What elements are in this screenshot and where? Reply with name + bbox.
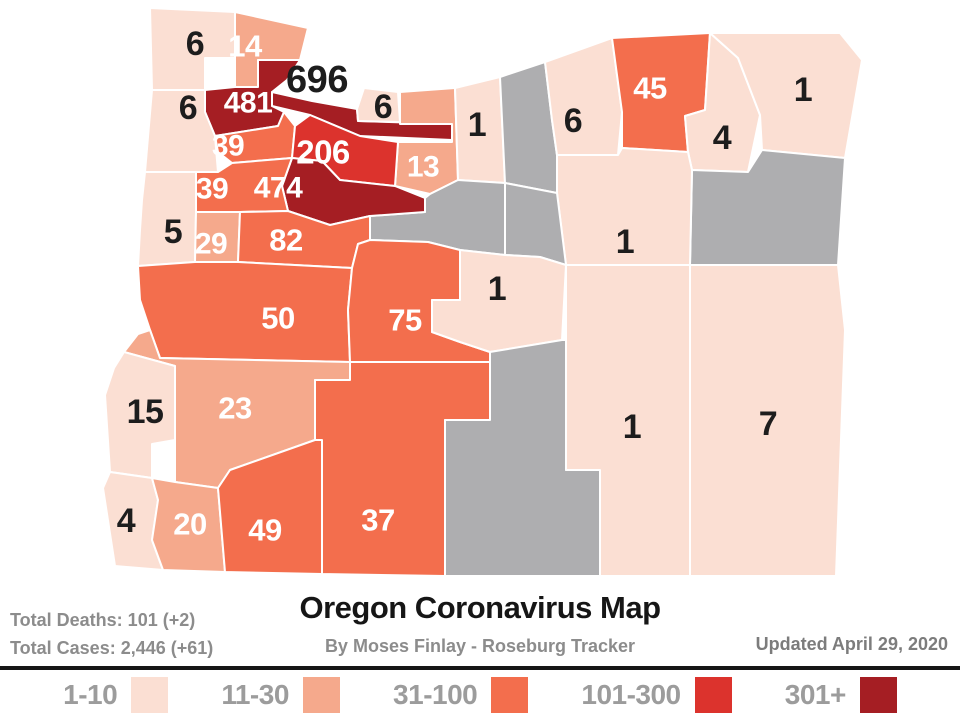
county-cases-label-polk: 39: [196, 173, 228, 206]
county-cases-label-josephine: 20: [173, 507, 206, 542]
county-shape-josephine: [151, 477, 226, 573]
county-morrow: [544, 37, 623, 156]
county-cases-label-grant: 1: [616, 223, 634, 261]
legend-item-101-300: 101-300: [581, 677, 732, 713]
legend-swatch-c3: [491, 677, 529, 713]
legend-item-301+: 301+: [785, 677, 897, 713]
county-wheeler: [504, 182, 567, 266]
county-malheur: [689, 264, 846, 577]
legend-item-1-10: 1-10: [63, 677, 169, 713]
map-area: 6 14 481 696 6 6 13 1 6 45 4 1 1 39 206 474 39 5 29 82 50 75 1…: [102, 7, 863, 577]
total-cases: Total Cases: 2,446 (+61): [10, 638, 214, 658]
county-cases-label-wallowa: 1: [794, 71, 812, 109]
county-cases-label-coos: 15: [127, 393, 164, 431]
county-cases-label-wasco: 13: [407, 151, 439, 184]
county-cases-label-jackson: 49: [248, 513, 282, 548]
updated-date: Updated April 29, 2020: [755, 634, 948, 654]
page-title: Oregon Coronavirus Map: [299, 590, 661, 625]
county-shape-linn: [237, 210, 371, 269]
county-cases-label-lincoln: 5: [164, 213, 182, 251]
legend: 1-10 11-30 31-100 101-300 301+: [0, 674, 960, 716]
totals-block: Total Deaths: 101 (+2) Total Cases: 2,44…: [10, 606, 310, 662]
legend-swatch-c4: [694, 677, 732, 713]
county-cases-label-morrow: 6: [564, 102, 582, 140]
county-shape-morrow: [544, 37, 623, 156]
county-cases-label-clackamas: 206: [296, 134, 350, 171]
county-cases-label-deschutes: 75: [388, 303, 422, 338]
county-cases-label-curry: 4: [117, 502, 136, 540]
county-shape-malheur: [689, 264, 846, 577]
county-cases-label-linn: 82: [269, 223, 302, 258]
county-cases-label-douglas: 23: [218, 391, 252, 426]
county-cases-label-sherman: 1: [468, 106, 486, 144]
county-lane: [137, 261, 353, 363]
footer-divider: [0, 666, 960, 670]
county-cases-label-tillamook: 6: [179, 89, 197, 127]
county-cases-label-marion: 474: [254, 172, 303, 205]
county-cases-label-clatsop: 6: [186, 25, 204, 63]
legend-swatch-c2: [302, 677, 340, 713]
county-cases-label-harney: 1: [623, 408, 641, 446]
legend-label: 301+: [784, 679, 847, 710]
county-cases-label-multnomah: 696: [286, 59, 348, 101]
county-shape-wheeler: [504, 182, 567, 266]
county-cases-label-klamath: 37: [361, 503, 394, 538]
legend-swatch-c5: [859, 677, 897, 713]
county-josephine: [151, 477, 226, 573]
legend-swatch-c1: [131, 677, 169, 713]
county-cases-label-crook: 1: [488, 270, 506, 308]
county-cases-label-union: 4: [713, 119, 732, 157]
county-cases-label-hood_river: 6: [374, 88, 392, 126]
county-cases-label-malheur: 7: [759, 405, 777, 443]
county-cases-label-columbia: 14: [228, 29, 263, 64]
legend-item-31-100: 31-100: [393, 677, 529, 713]
legend-label: 11-30: [221, 679, 289, 710]
county-cases-label-umatilla: 45: [633, 71, 667, 106]
legend-label: 1-10: [63, 679, 118, 710]
county-cases-label-washington: 481: [224, 87, 273, 120]
byline: By Moses Finlay - Roseburg Tracker: [324, 636, 636, 656]
total-deaths: Total Deaths: 101 (+2): [10, 610, 196, 630]
legend-label: 31-100: [393, 679, 478, 710]
legend-item-11-30: 11-30: [221, 677, 340, 713]
county-cases-label-benton: 29: [195, 228, 227, 261]
county-shape-lane: [137, 261, 353, 363]
county-cases-label-lane: 50: [261, 301, 294, 336]
legend-label: 101-300: [581, 679, 681, 710]
county-cases-label-yamhill: 39: [212, 130, 244, 163]
county-linn: [237, 210, 371, 269]
